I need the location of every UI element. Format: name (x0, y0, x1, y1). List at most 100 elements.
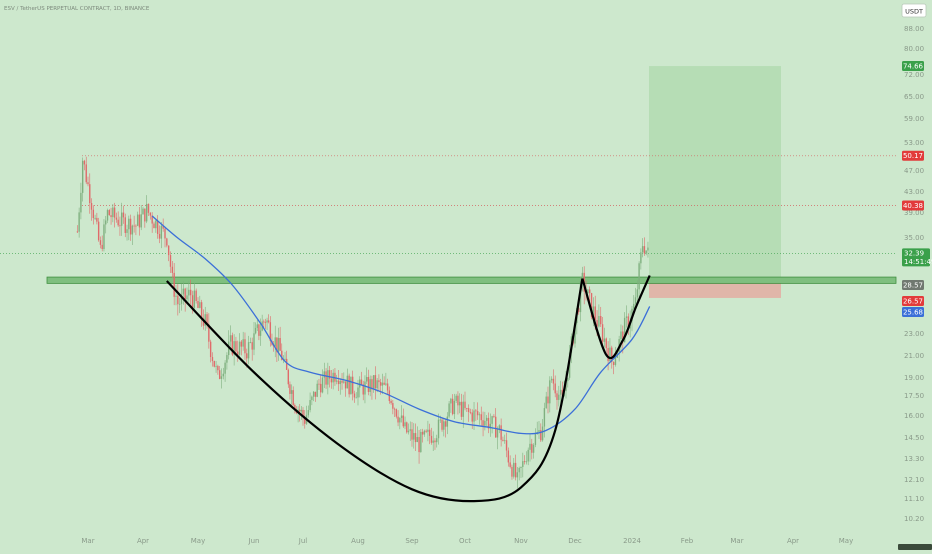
candle-body (359, 379, 361, 388)
candle-body (158, 233, 161, 239)
candle-body (229, 335, 232, 342)
candle-body (285, 358, 288, 370)
candle-body (364, 381, 366, 395)
stop-loss-zone (649, 280, 781, 298)
candle-body (607, 348, 609, 362)
candle-body (559, 389, 562, 395)
candle-body (376, 380, 378, 389)
candle-body (215, 365, 217, 367)
candle-body (647, 247, 649, 251)
candle-body (178, 303, 181, 305)
candle-body (184, 288, 186, 300)
candle-body (242, 339, 244, 347)
price-tick-label: 14.50 (904, 434, 924, 442)
price-axis[interactable]: 88.00 80.00 72.00 65.00 59.00 53.00 47.00 43.00… (904, 25, 924, 523)
candle-body (611, 347, 613, 362)
price-tick-label: 88.00 (904, 25, 924, 33)
candle-body (404, 422, 406, 427)
resistance-badge (902, 200, 924, 211)
candle-body (307, 410, 310, 416)
price-tick-label: 13.30 (904, 455, 924, 463)
price-tick-label: 17.50 (904, 392, 924, 400)
resistance-top-badge (902, 150, 924, 161)
candle-body (321, 377, 324, 393)
candle-body (441, 419, 443, 430)
candle-body (276, 337, 278, 353)
candle-body (598, 316, 600, 327)
candle-body (131, 225, 134, 235)
candle-body (502, 439, 504, 441)
candle-body (620, 331, 622, 340)
candle-body (318, 383, 320, 385)
candle-body (590, 293, 593, 318)
candle-body (284, 358, 286, 360)
time-tick-label: May (191, 537, 205, 545)
candle-body (574, 322, 576, 344)
candle-body (418, 437, 420, 453)
candle-body (552, 378, 555, 384)
candle-body (374, 375, 377, 389)
price-tick-label: 43.00 (904, 188, 924, 196)
candle-body (550, 378, 553, 381)
candle-body (195, 290, 197, 301)
take-profit-badge (902, 61, 924, 72)
candle-body (390, 400, 392, 404)
candle-body (117, 219, 119, 226)
candle-body (487, 417, 490, 429)
candle-body (220, 376, 223, 379)
candle-body (149, 212, 152, 216)
candle-body (162, 225, 164, 229)
candle-body (259, 330, 262, 336)
candle-body (99, 240, 102, 245)
candle-body (360, 379, 363, 385)
candle-body (399, 417, 401, 423)
candle-body (434, 440, 436, 443)
candle-body (208, 324, 210, 342)
candle-body (101, 244, 103, 250)
candle-body (189, 289, 192, 296)
candle-body (337, 380, 340, 385)
candle-body (495, 416, 497, 438)
candle-body (466, 408, 468, 409)
candle-body (103, 224, 105, 250)
price-tick-label: 47.00 (904, 167, 924, 175)
candle-body (142, 208, 144, 215)
price-tick-label: 12.10 (904, 476, 924, 484)
candle-body (341, 380, 343, 383)
candle-body (292, 390, 294, 405)
price-tick-label: 21.00 (904, 352, 924, 360)
candle-body (316, 383, 318, 397)
candle-body (523, 461, 526, 463)
candle-body (294, 404, 296, 410)
candle-body (251, 342, 253, 350)
time-tick-label: May (839, 537, 853, 545)
candle-body (541, 426, 544, 441)
candle-body (135, 225, 137, 227)
candle-body (633, 303, 635, 309)
candle-body (504, 440, 506, 442)
candle-body (83, 160, 86, 165)
candle-body (567, 377, 569, 382)
candle-body (138, 214, 141, 228)
candle-body (199, 302, 201, 308)
candle-body (211, 357, 214, 361)
currency-button[interactable]: USDT (901, 3, 927, 18)
candle-body (197, 300, 199, 308)
candle-body (206, 314, 208, 325)
price-tick-label: 53.00 (904, 139, 924, 147)
candle-body (534, 433, 537, 445)
candle-body (112, 207, 114, 218)
cup-pattern-line (166, 278, 584, 503)
last-price-label: 32.39 (904, 250, 924, 258)
candle-body (314, 391, 317, 397)
candle-body (407, 430, 410, 433)
candle-body (514, 462, 517, 478)
time-axis[interactable]: Mar Apr May Jun Jul Aug Sep Oct Nov Dec 2024 Feb Mar… (81, 537, 853, 545)
candle-body (592, 306, 595, 318)
candle-body (453, 400, 456, 415)
candle-body (402, 415, 404, 427)
time-tick-label: Dec (568, 537, 582, 545)
candle-body (516, 472, 519, 478)
